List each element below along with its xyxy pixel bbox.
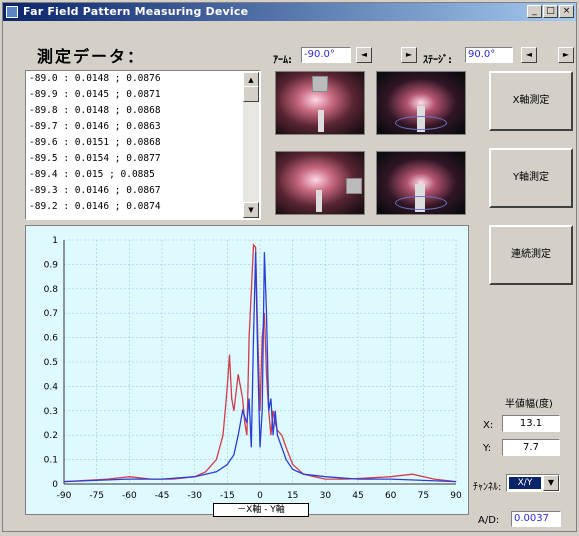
list-item[interactable]: -89.2 : 0.0146 ; 0.0874 [29,201,161,212]
x-tick-label: 0 [257,491,263,501]
y-tick-label: 0.6 [44,334,59,344]
x-tick-label: 30 [320,491,332,501]
maximize-button[interactable]: □ [543,5,558,18]
channel-select[interactable]: X/Y ▼ [506,474,560,492]
half-width-title: 半値幅(度) [505,399,553,410]
far-field-chart: -90 -75 -60 -45 -30 -15 0 15 30 45 60 75 90 0 0.1 0.2 0.… [25,225,469,515]
x-tick-label: 45 [352,491,363,501]
x-tick-label: -15 [220,491,235,501]
list-item[interactable]: -89.7 : 0.0146 ; 0.0863 [29,121,161,132]
y-axis-measure-button[interactable]: Y軸測定 [489,148,573,208]
chart-svg: -90 -75 -60 -45 -30 -15 0 15 30 45 60 75 90 0 0.1 0.2 0.… [44,236,462,501]
x-tick-label: -45 [155,491,170,501]
channel-label: ﾁｬﾝﾈﾙ: [473,482,502,493]
y-tick-label: 0.2 [44,431,58,441]
scroll-thumb[interactable] [243,86,259,102]
x-axis-measure-button[interactable]: X軸測定 [489,71,573,131]
y-tick-label: 0.9 [44,260,59,270]
scroll-down-button[interactable]: ▼ [243,202,259,218]
channel-selected-value: X/Y [509,477,541,489]
x-tick-label: 60 [385,491,397,501]
y-tick-label: 0.1 [44,456,58,466]
half-width-x-label: X: [483,420,494,431]
y-tick-label: 0.4 [44,382,59,392]
list-item[interactable]: -89.3 : 0.0146 ; 0.0867 [29,185,161,196]
arm-angle-field[interactable]: -90.0° [301,47,351,63]
app-icon [6,6,18,18]
x-tick-label: -30 [187,491,202,501]
ad-value-field: 0.0037 [511,511,561,527]
measurement-data-list[interactable]: -89.0 : 0.0148 ; 0.0876 -89.9 : 0.0145 ; … [25,70,261,220]
half-width-y-field: 7.7 [502,439,560,456]
close-button[interactable]: × [559,5,574,18]
x-tick-label: -90 [57,491,72,501]
x-tick-label: 15 [287,491,298,501]
stage-left-button[interactable]: ◄ [521,47,537,63]
arm-left-button[interactable]: ◄ [356,47,372,63]
list-item[interactable]: -89.8 : 0.0148 ; 0.0868 [29,105,161,116]
chart-legend: －X軸 - Y軸 [213,503,309,517]
series-line-y [63,252,457,483]
half-width-y-label: Y: [483,443,492,454]
led-photo-1 [275,71,365,135]
window-title: Far Field Pattern Measuring Device [23,5,249,18]
minimize-button[interactable]: _ [527,5,542,18]
x-tick-label: -60 [122,491,137,501]
led-photo-2 [376,71,466,135]
stage-label: ｽﾃｰｼﾞ: [423,55,452,66]
title-bar[interactable]: Far Field Pattern Measuring Device _ □ × [3,3,576,21]
stage-angle-field[interactable]: 90.0° [465,47,513,63]
arm-right-button[interactable]: ► [401,47,417,63]
list-item[interactable]: -89.0 : 0.0148 ; 0.0876 [29,73,161,84]
list-scrollbar[interactable]: ▲ ▼ [243,72,259,218]
list-item[interactable]: -89.5 : 0.0154 ; 0.0877 [29,153,161,164]
led-photo-4 [376,151,466,215]
list-item[interactable]: -89.9 : 0.0145 ; 0.0871 [29,89,161,100]
continuous-measure-button[interactable]: 連続測定 [489,225,573,285]
x-tick-label: 90 [450,491,462,501]
led-photo-3 [275,151,365,215]
y-tick-label: 0.7 [44,309,58,319]
y-tick-label: 0.5 [44,358,58,368]
y-tick-label: 0.3 [44,407,58,417]
x-tick-label: 75 [418,491,429,501]
arm-label: ｱｰﾑ: [273,55,292,66]
y-tick-label: 0.8 [44,285,59,295]
chevron-down-icon[interactable]: ▼ [543,475,559,491]
list-item[interactable]: -89.4 : 0.015 ; 0.0885 [29,169,155,180]
y-tick-label: 1 [52,236,58,246]
y-tick-label: 0 [52,480,58,490]
half-width-x-field: 13.1 [502,415,560,432]
measurement-data-title: 測定データ： [37,47,146,66]
stage-right-button[interactable]: ► [558,47,574,63]
ad-label: A/D: [478,515,500,526]
x-tick-label: -75 [89,491,104,501]
list-item[interactable]: -89.6 : 0.0151 ; 0.0868 [29,137,161,148]
